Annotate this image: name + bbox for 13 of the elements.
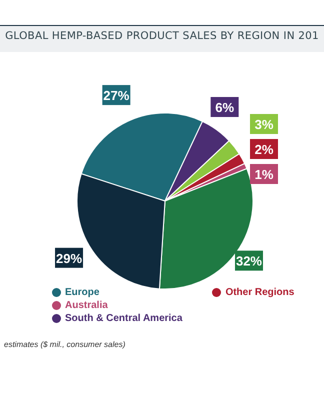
data-label: 6%: [215, 100, 234, 116]
legend-label: Australia: [65, 300, 108, 311]
legend-label: South & Central America: [65, 313, 182, 324]
data-label: 3%: [254, 117, 274, 132]
legend-label: Other Regions: [225, 287, 294, 298]
legend-label: Europe: [65, 287, 100, 298]
text: estimates ($ mil., consumer sales): [4, 340, 126, 349]
data-label: 32%: [236, 254, 262, 269]
data-label: 27%: [103, 88, 130, 104]
data-label: 1%: [254, 167, 274, 182]
data-label: 29%: [56, 250, 82, 266]
data-label: 2%: [254, 142, 274, 157]
chart-title: GLOBAL HEMP-BASED PRODUCT SALES BY REGION IN 201: [4, 30, 320, 42]
